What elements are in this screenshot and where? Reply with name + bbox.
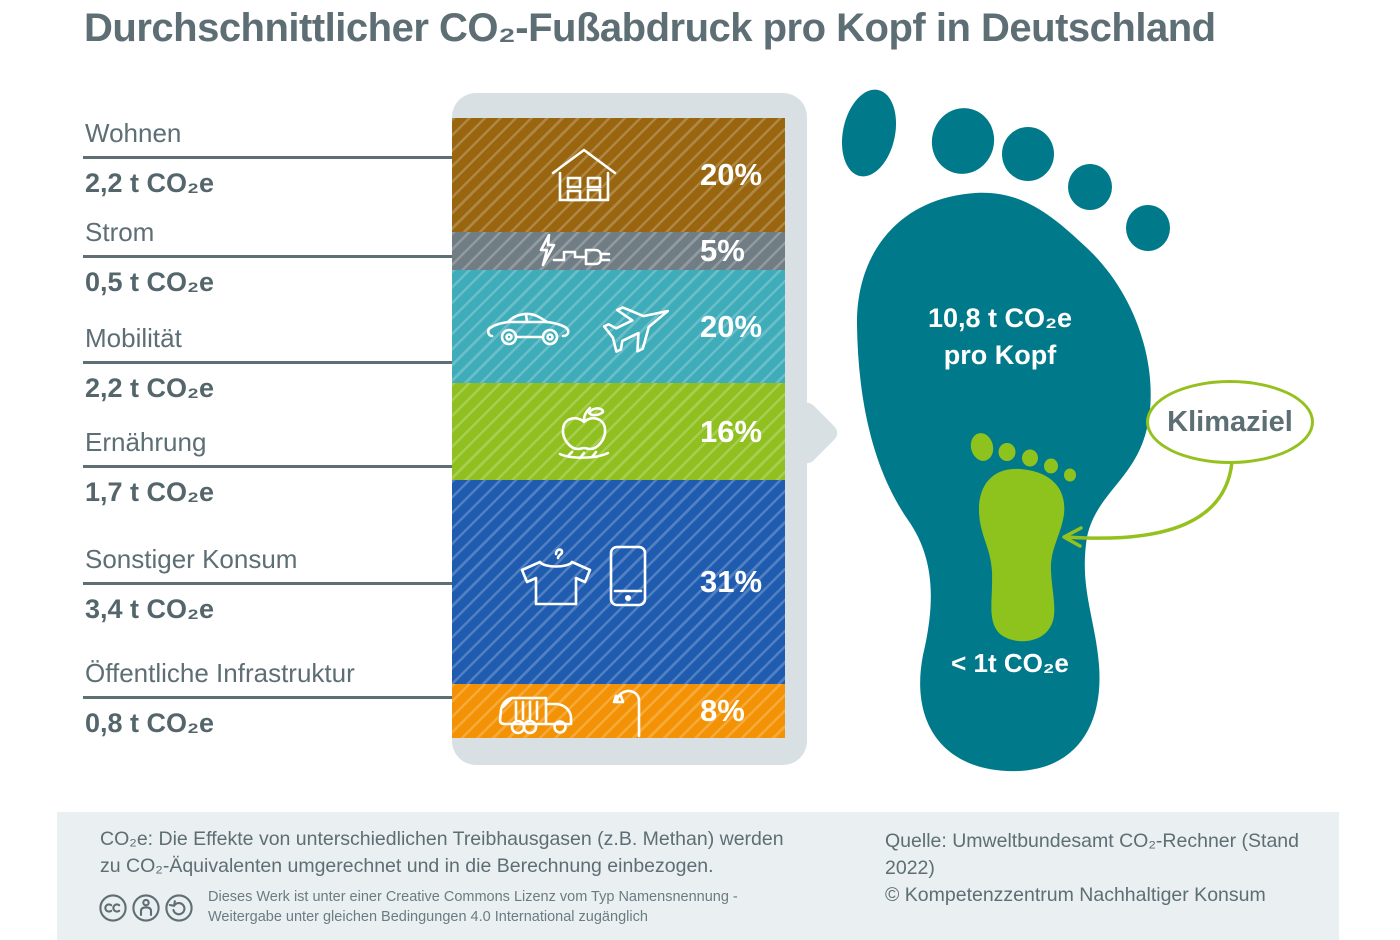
license-line2: Weitergabe unter gleichen Bedingungen 4.… bbox=[208, 908, 648, 925]
license-text: Dieses Werk ist unter einer Creative Com… bbox=[208, 888, 738, 927]
goal-arrow bbox=[1062, 460, 1234, 548]
co2e-note: CO₂e: Die Effekte von unterschiedlichen … bbox=[100, 826, 784, 880]
category-konsum: Sonstiger Konsum 3,4 t CO₂e bbox=[83, 544, 452, 625]
bar-segment-strom: 5% bbox=[452, 232, 785, 270]
category-strom-value: 0,5 t CO₂e bbox=[85, 267, 215, 297]
car-icon bbox=[486, 312, 570, 346]
category-infrastruktur-label: Öffentliche Infrastruktur bbox=[83, 658, 452, 699]
category-konsum-label: Sonstiger Konsum bbox=[83, 544, 452, 585]
airplane-icon bbox=[602, 306, 670, 353]
bar-segment-mobilitaet: 20% bbox=[452, 270, 785, 383]
garbage-truck-icon bbox=[498, 696, 573, 735]
goal-value: < 1t CO₂e bbox=[951, 648, 1069, 678]
percent-konsum: 31% bbox=[700, 564, 763, 599]
footprint-total-line1: 10,8 t CO₂e bbox=[927, 303, 1073, 333]
category-ernaehrung-label: Ernährung bbox=[83, 427, 452, 468]
category-strom: Strom 0,5 t CO₂e bbox=[83, 217, 452, 298]
co2e-note-line1: CO₂e: Die Effekte von unterschiedlichen … bbox=[100, 828, 784, 850]
cc-by-icon bbox=[132, 893, 160, 922]
category-wohnen-label: Wohnen bbox=[83, 118, 452, 159]
co2e-note-line2: zu CO₂-Äquivalenten umgerechnet und in d… bbox=[100, 855, 714, 877]
bar-chart-container: 20% 5% bbox=[452, 93, 841, 765]
smartphone-icon bbox=[609, 545, 647, 607]
license-row: Dieses Werk ist unter einer Creative Com… bbox=[98, 888, 738, 927]
category-ernaehrung: Ernährung 1,7 t CO₂e bbox=[83, 427, 452, 508]
category-wohnen-value: 2,2 t CO₂e bbox=[85, 168, 215, 198]
tshirt-icon bbox=[520, 548, 592, 606]
percent-ernaehrung: 16% bbox=[700, 413, 763, 449]
footprint-graphic bbox=[841, 89, 1234, 772]
source-note: Quelle: Umweltbundesamt CO₂-Rechner (Sta… bbox=[885, 828, 1339, 909]
source-line1: Quelle: Umweltbundesamt CO₂-Rechner (Sta… bbox=[885, 830, 1299, 879]
category-mobilitaet-label: Mobilität bbox=[83, 323, 452, 364]
bar-segment-infrastruktur: 8% bbox=[452, 684, 785, 738]
cc-sa-icon bbox=[165, 893, 193, 922]
percent-strom: 5% bbox=[700, 233, 745, 268]
climate-goal-bubble: Klimaziel bbox=[1146, 380, 1314, 464]
cc-license-icons bbox=[98, 893, 194, 923]
category-ernaehrung-value: 1,7 t CO₂e bbox=[85, 477, 215, 507]
category-infrastruktur: Öffentliche Infrastruktur 0,8 t CO₂e bbox=[83, 658, 452, 739]
house-icon bbox=[551, 148, 617, 202]
bar-segment-konsum: 31% bbox=[452, 480, 785, 684]
climate-goal-footprint bbox=[970, 433, 1076, 642]
percent-mobilitaet: 20% bbox=[700, 308, 763, 344]
category-wohnen: Wohnen 2,2 t CO₂e bbox=[83, 118, 452, 199]
source-line2: © Kompetenzzentrum Nachhaltiger Konsum bbox=[885, 884, 1266, 906]
cc-icon bbox=[99, 893, 127, 922]
category-konsum-value: 3,4 t CO₂e bbox=[85, 594, 215, 624]
plug-icon bbox=[539, 233, 611, 267]
category-strom-label: Strom bbox=[83, 217, 452, 258]
footer: CO₂e: Die Effekte von unterschiedlichen … bbox=[57, 812, 1339, 940]
bar-segment-ernaehrung: 16% bbox=[452, 383, 785, 480]
stacked-bar: 20% 5% bbox=[452, 118, 785, 738]
license-line1: Dieses Werk ist unter einer Creative Com… bbox=[208, 889, 738, 905]
percent-wohnen: 20% bbox=[700, 157, 763, 192]
food-icon bbox=[558, 406, 610, 460]
footprint-total: 10,8 t CO₂e pro Kopf bbox=[900, 300, 1100, 374]
percent-infrastruktur: 8% bbox=[700, 693, 745, 728]
category-mobilitaet: Mobilität 2,2 t CO₂e bbox=[83, 323, 452, 404]
page-title: Durchschnittlicher CO₂-Fußabdruck pro Ko… bbox=[84, 6, 1216, 50]
footprint-total-line2: pro Kopf bbox=[943, 340, 1057, 370]
bar-segment-wohnen: 20% bbox=[452, 118, 785, 232]
category-infrastruktur-value: 0,8 t CO₂e bbox=[85, 708, 215, 738]
category-mobilitaet-value: 2,2 t CO₂e bbox=[85, 373, 215, 403]
climate-goal-label: Klimaziel bbox=[1167, 405, 1293, 438]
street-lamp-icon bbox=[612, 689, 641, 738]
